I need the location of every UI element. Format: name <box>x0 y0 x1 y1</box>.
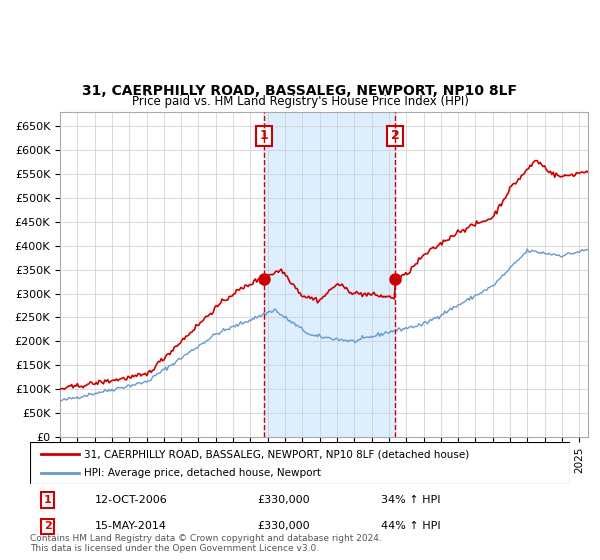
Text: £330,000: £330,000 <box>257 495 310 505</box>
Text: 31, CAERPHILLY ROAD, BASSALEG, NEWPORT, NP10 8LF: 31, CAERPHILLY ROAD, BASSALEG, NEWPORT, … <box>83 84 517 98</box>
Text: 1: 1 <box>44 495 52 505</box>
Text: HPI: Average price, detached house, Newport: HPI: Average price, detached house, Newp… <box>84 468 321 478</box>
Text: 2: 2 <box>44 521 52 531</box>
Bar <box>264 112 395 437</box>
Text: 31, CAERPHILLY ROAD, BASSALEG, NEWPORT, NP10 8LF (detached house): 31, CAERPHILLY ROAD, BASSALEG, NEWPORT, … <box>84 449 469 459</box>
Text: 15-MAY-2014: 15-MAY-2014 <box>95 521 167 531</box>
Text: 44% ↑ HPI: 44% ↑ HPI <box>381 521 440 531</box>
Text: Contains HM Land Registry data © Crown copyright and database right 2024.
This d: Contains HM Land Registry data © Crown c… <box>30 534 382 553</box>
Text: 1: 1 <box>260 129 268 142</box>
Text: 34% ↑ HPI: 34% ↑ HPI <box>381 495 440 505</box>
FancyBboxPatch shape <box>30 442 570 484</box>
Text: 12-OCT-2006: 12-OCT-2006 <box>95 495 167 505</box>
Text: Price paid vs. HM Land Registry's House Price Index (HPI): Price paid vs. HM Land Registry's House … <box>131 95 469 108</box>
Text: 2: 2 <box>391 129 400 142</box>
Text: £330,000: £330,000 <box>257 521 310 531</box>
